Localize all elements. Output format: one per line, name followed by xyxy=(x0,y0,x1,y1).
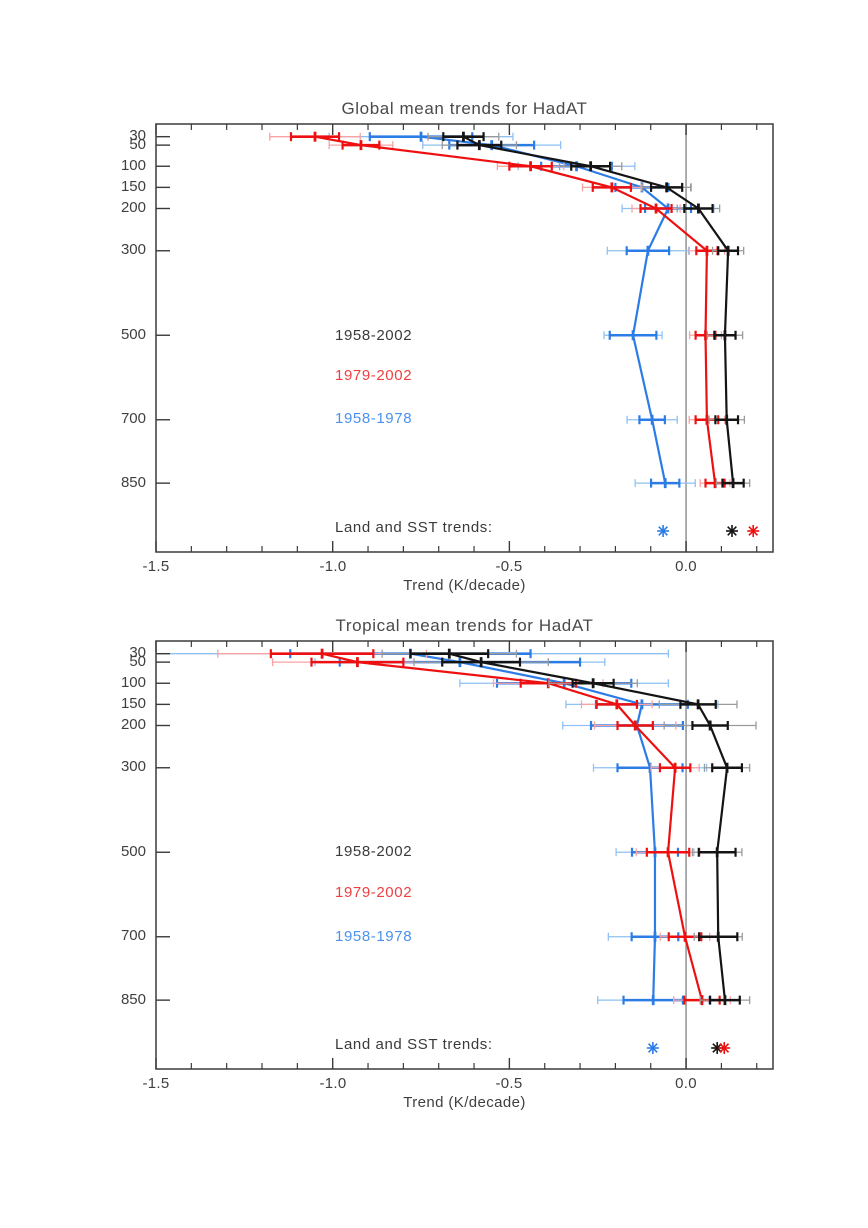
tropical-chart xyxy=(155,640,774,1070)
chart-title: Global mean trends for HadAT xyxy=(341,99,588,118)
land-sst-markers xyxy=(646,1042,731,1054)
x-tick-label: -1.0 xyxy=(319,558,347,575)
blue-asterisk-marker xyxy=(646,1042,659,1054)
axes-frame xyxy=(155,123,774,553)
x-tick-label: -0.5 xyxy=(495,1075,523,1092)
data-series-group xyxy=(156,648,757,1006)
black-asterisk-marker xyxy=(726,525,739,537)
y-tick-label: 200 xyxy=(120,716,146,733)
y-tick-label: 50 xyxy=(129,653,146,670)
legend-item-1958-2002: 1958-2002 xyxy=(335,327,413,344)
x-tick-label: -1.5 xyxy=(142,558,170,575)
data-series-group xyxy=(269,131,751,489)
legend-item-1958-1978: 1958-1978 xyxy=(335,928,413,945)
x-tick-label: 0.0 xyxy=(675,558,697,575)
y-tick-label: 30 xyxy=(129,127,146,144)
land-sst-label: Land and SST trends: xyxy=(335,519,493,536)
x-tick-label: -1.0 xyxy=(319,1075,347,1092)
land-sst-label: Land and SST trends: xyxy=(335,1036,493,1053)
y-tick-label: 300 xyxy=(120,241,146,258)
y-tick-label: 850 xyxy=(120,474,146,491)
y-tick-label: 500 xyxy=(120,843,146,860)
y-tick-label: 200 xyxy=(120,199,146,216)
y-tick-label: 50 xyxy=(129,136,146,153)
x-tick-label: 0.0 xyxy=(675,1075,697,1092)
red-asterisk-marker xyxy=(747,525,760,537)
y-tick-label: 30 xyxy=(129,644,146,661)
x-tick-label: -0.5 xyxy=(495,558,523,575)
x-axis-label: Trend (K/decade) xyxy=(403,577,526,594)
series-1958-2002 xyxy=(381,648,757,1006)
y-tick-label: 150 xyxy=(120,695,146,712)
y-tick-label: 300 xyxy=(120,758,146,775)
y-tick-label: 850 xyxy=(120,991,146,1008)
legend-item-1958-2002: 1958-2002 xyxy=(335,843,413,860)
y-tick-label: 100 xyxy=(120,157,146,174)
chart-title: Tropical mean trends for HadAT xyxy=(335,616,594,635)
global-chart xyxy=(155,123,774,553)
y-tick-label: 100 xyxy=(120,674,146,691)
legend-item-1979-2002: 1979-2002 xyxy=(335,884,413,901)
x-axis-label: Trend (K/decade) xyxy=(403,1094,526,1111)
y-tick-label: 150 xyxy=(120,178,146,195)
y-tick-label: 700 xyxy=(120,410,146,427)
blue-asterisk-marker xyxy=(657,525,670,537)
series-1958-2002 xyxy=(427,131,751,489)
legend-item-1958-1978: 1958-1978 xyxy=(335,410,413,427)
land-sst-markers xyxy=(657,525,760,537)
y-tick-label: 700 xyxy=(120,927,146,944)
x-tick-label: -1.5 xyxy=(142,1075,170,1092)
y-tick-label: 500 xyxy=(120,326,146,343)
red-asterisk-marker xyxy=(718,1042,731,1054)
legend-item-1979-2002: 1979-2002 xyxy=(335,367,413,384)
series-1958-1978 xyxy=(156,648,719,1006)
axes-frame xyxy=(155,640,774,1070)
series-1979-2002 xyxy=(269,131,731,489)
